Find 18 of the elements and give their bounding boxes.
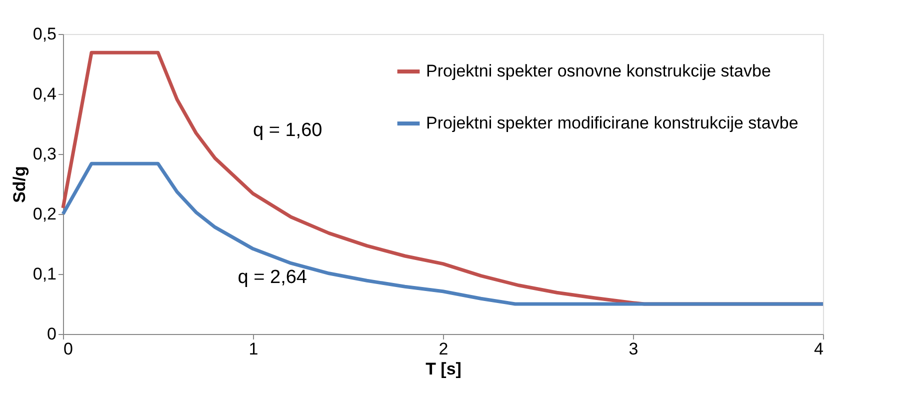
y-tick-label: 0,2 (32, 204, 56, 224)
annotation: q = 2,64 (238, 267, 308, 288)
y-tick-label: 0,5 (32, 24, 56, 44)
y-tick-label: 0,3 (32, 144, 56, 164)
y-tick-label: 0,4 (32, 84, 56, 104)
x-tick-label: 0 (64, 340, 73, 358)
x-tick-label: 1 (248, 340, 258, 358)
x-tick-label: 2 (438, 340, 448, 358)
annotation: q = 1,60 (253, 120, 322, 141)
legend-label: Projektni spekter modificirane konstrukcije stavbe (426, 114, 798, 132)
x-tick-label: 4 (814, 340, 824, 358)
line-series (61, 162, 825, 306)
x-tick-label: 3 (628, 340, 638, 358)
y-tick-label: 0 (47, 324, 56, 344)
x-axis-title: T [s] (426, 360, 462, 378)
y-axis-title: Sd/g (10, 166, 29, 203)
y-tick-label: 0,1 (32, 264, 56, 284)
legend-label: Projektni spekter osnovne konstrukcije stavbe (426, 62, 771, 80)
